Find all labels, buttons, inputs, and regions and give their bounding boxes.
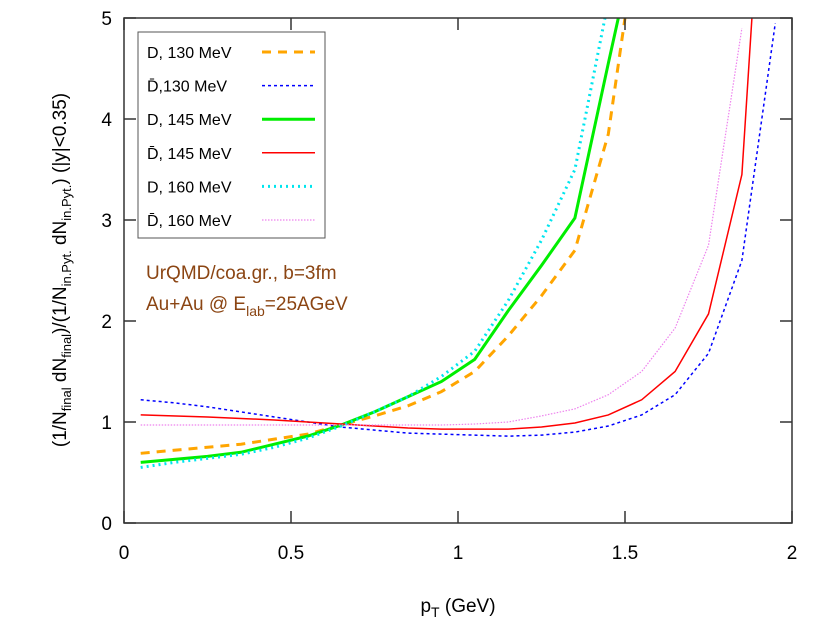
series-line-3: [140, 18, 753, 430]
series-line-0: [140, 18, 627, 455]
series-line-4: [140, 18, 607, 469]
x-tick-label: 2: [787, 543, 798, 564]
x-tick-label: 1: [453, 543, 464, 564]
series-group: [140, 18, 777, 469]
annotation-system: Au+Au @ Elab=25AGeV: [146, 294, 348, 319]
legend-label: D, 145 MeV: [147, 112, 232, 129]
legend: D, 130 MeV D̄,130 MeV D, 145 MeV D̄, 145 Me…: [137, 31, 326, 239]
series-line-1: [140, 22, 777, 437]
x-tick-label: 1.5: [612, 543, 638, 564]
legend-label: D, 130 MeV: [147, 45, 232, 62]
ticks: 0 0.5 1 1.5 2 0 1 2 3 4 5: [101, 9, 797, 564]
y-tick-label: 3: [101, 211, 112, 232]
series-line-5: [140, 28, 743, 426]
y-tick-label: 0: [101, 514, 112, 535]
legend-label: D̄, 145 MeV: [147, 145, 232, 162]
legend-label: D̄, 160 MeV: [147, 213, 232, 230]
y-tick-label: 2: [101, 312, 112, 333]
y-tick-label: 1: [101, 413, 112, 434]
y-axis-label: (1/Nfinal dNfinal)/(1/Nin.Pyt. dNin.Pyt.…: [50, 93, 74, 447]
legend-label: D, 160 MeV: [147, 179, 232, 196]
legend-box: [137, 31, 326, 239]
y-tick-label: 5: [101, 9, 112, 30]
legend-label: D̄,130 MeV: [147, 78, 227, 95]
x-tick-label: 0.5: [278, 543, 304, 564]
x-axis-label: pT (GeV): [420, 596, 495, 620]
x-tick-label: 0: [119, 543, 130, 564]
annotation-model: UrQMD/coa.gr., b=3fm: [146, 263, 337, 284]
y-tick-label: 4: [101, 110, 112, 131]
